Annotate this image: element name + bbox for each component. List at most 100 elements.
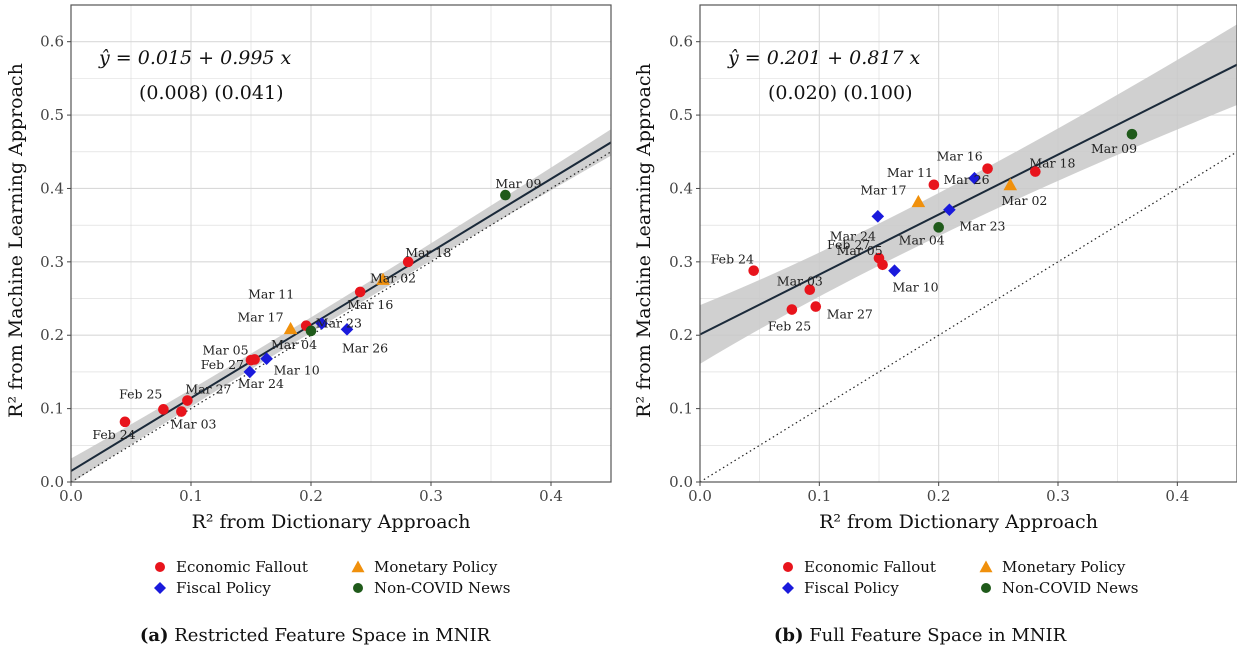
standard-errors: (0.008) (0.041) bbox=[139, 82, 283, 104]
data-point bbox=[888, 264, 901, 277]
x-axis-label: R² from Dictionary Approach bbox=[819, 511, 1098, 533]
y-tick-label: 0.6 bbox=[40, 33, 64, 51]
point-label: Feb 24 bbox=[711, 252, 754, 267]
data-point bbox=[748, 265, 759, 276]
y-tick-label: 0.0 bbox=[669, 473, 693, 491]
legend-label: Economic Fallout bbox=[804, 558, 936, 576]
data-point bbox=[804, 284, 816, 296]
data-point bbox=[810, 301, 822, 312]
point-label: Mar 18 bbox=[1029, 156, 1075, 171]
point-label: Mar 17 bbox=[237, 310, 283, 325]
data-point bbox=[376, 272, 390, 285]
data-point bbox=[1126, 128, 1138, 140]
data-point bbox=[500, 189, 511, 201]
y-tick-label: 0.5 bbox=[40, 106, 64, 124]
point-label: Mar 26 bbox=[342, 340, 388, 355]
y-tick-label: 0.4 bbox=[40, 179, 64, 197]
diagonal-reference-line bbox=[700, 151, 1237, 482]
x-tick-label: 0.1 bbox=[807, 487, 831, 505]
point-label: Mar 09 bbox=[1091, 141, 1137, 156]
x-tick-label: 0.4 bbox=[539, 487, 563, 505]
point-label: Mar 18 bbox=[405, 245, 451, 260]
data-point bbox=[305, 325, 317, 337]
data-point bbox=[871, 210, 885, 223]
point-label: Mar 05 bbox=[837, 243, 883, 258]
x-tick-label: 0.0 bbox=[59, 487, 83, 505]
y-tick-label: 0.1 bbox=[669, 400, 693, 418]
point-label: Feb 27 bbox=[201, 357, 244, 372]
data-point bbox=[968, 171, 981, 185]
x-tick-label: 0.2 bbox=[927, 487, 951, 505]
point-label: Mar 09 bbox=[495, 176, 541, 191]
data-point bbox=[315, 317, 329, 330]
y-tick-label: 0.0 bbox=[40, 473, 64, 491]
point-label: Mar 10 bbox=[274, 363, 320, 378]
legend: Economic Fallout Monetary Policy Fiscal Po… bbox=[782, 558, 1139, 597]
legend-label: Fiscal Policy bbox=[176, 579, 271, 597]
point-label: Mar 11 bbox=[887, 165, 933, 180]
point-label: Mar 24 bbox=[830, 228, 876, 243]
legend-label: Non-COVID News bbox=[1002, 579, 1139, 597]
regression-line bbox=[71, 141, 611, 472]
point-label: Mar 26 bbox=[943, 172, 989, 187]
panel-caption: (a) Restricted Feature Space in MNIR bbox=[140, 625, 491, 646]
point-label: Feb 27 bbox=[827, 237, 870, 252]
y-tick-label: 0.5 bbox=[669, 106, 693, 124]
y-tick-label: 0.2 bbox=[40, 326, 64, 344]
x-tick-label: 0.3 bbox=[1046, 487, 1070, 505]
x-tick-label: 0.2 bbox=[299, 487, 323, 505]
point-label: Mar 05 bbox=[202, 342, 248, 357]
data-point bbox=[283, 321, 298, 335]
point-label: Mar 16 bbox=[347, 297, 393, 312]
y-axis-label: R² from Machine Learning Approach bbox=[5, 63, 27, 418]
legend-marker bbox=[351, 560, 365, 573]
point-label: Mar 27 bbox=[185, 382, 231, 397]
standard-errors: (0.020) (0.100) bbox=[768, 82, 912, 104]
data-point bbox=[182, 395, 193, 406]
point-label: Feb 25 bbox=[768, 319, 811, 334]
point-label: Mar 03 bbox=[170, 417, 216, 432]
data-point bbox=[119, 416, 131, 428]
caption-tag: (a) bbox=[140, 625, 169, 646]
caption-text: Restricted Feature Space in MNIR bbox=[169, 625, 491, 646]
y-axis-label: R² from Machine Learning Approach bbox=[633, 63, 655, 418]
legend-marker bbox=[979, 560, 993, 573]
x-tick-label: 0.0 bbox=[688, 487, 712, 505]
point-label: Mar 16 bbox=[937, 149, 983, 164]
y-tick-label: 0.3 bbox=[669, 253, 693, 271]
data-point bbox=[249, 354, 260, 365]
legend-label: Economic Fallout bbox=[176, 558, 308, 576]
confidence-band bbox=[700, 24, 1237, 364]
regression-line bbox=[700, 63, 1237, 336]
legend-label: Fiscal Policy bbox=[804, 579, 899, 597]
point-label: Mar 24 bbox=[238, 376, 284, 391]
data-point bbox=[911, 194, 926, 208]
x-tick-label: 0.4 bbox=[1165, 487, 1189, 505]
data-point bbox=[176, 406, 187, 417]
point-label: Mar 02 bbox=[1001, 193, 1047, 208]
caption-tag: (b) bbox=[774, 625, 804, 646]
data-point bbox=[260, 352, 273, 366]
y-tick-label: 0.2 bbox=[669, 326, 693, 344]
point-label: Mar 17 bbox=[860, 183, 906, 198]
legend: Economic Fallout Monetary Policy Fiscal Po… bbox=[154, 558, 511, 597]
data-point bbox=[1030, 166, 1041, 177]
data-point bbox=[786, 304, 798, 315]
regression-equation: ŷ = 0.201 + 0.817 x bbox=[727, 47, 921, 69]
caption-text: Full Feature Space in MNIR bbox=[803, 625, 1066, 646]
point-label: Mar 11 bbox=[248, 287, 294, 302]
data-point bbox=[158, 404, 169, 415]
legend-label: Non-COVID News bbox=[374, 579, 511, 597]
legend-label: Monetary Policy bbox=[1002, 558, 1126, 576]
point-label: Mar 23 bbox=[959, 219, 1005, 234]
point-label: Mar 23 bbox=[316, 315, 362, 330]
x-tick-label: 0.3 bbox=[419, 487, 443, 505]
legend-marker bbox=[981, 583, 991, 593]
data-point bbox=[933, 222, 944, 233]
plot-border bbox=[70, 4, 612, 483]
data-point bbox=[943, 203, 956, 217]
point-label: Feb 24 bbox=[92, 427, 135, 442]
